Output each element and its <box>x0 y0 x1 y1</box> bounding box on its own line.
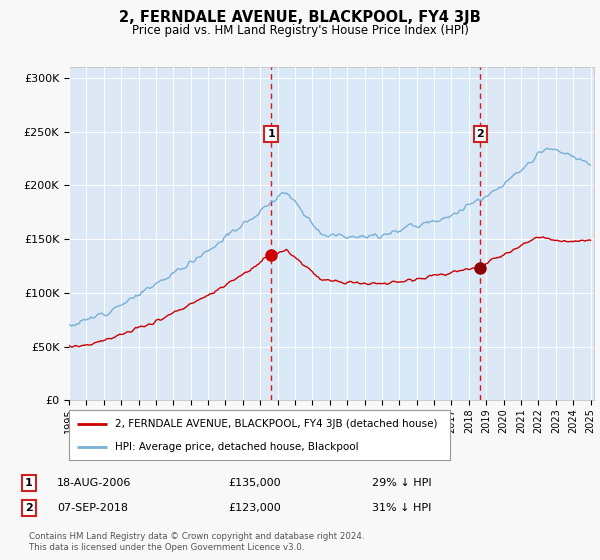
Text: 2, FERNDALE AVENUE, BLACKPOOL, FY4 3JB (detached house): 2, FERNDALE AVENUE, BLACKPOOL, FY4 3JB (… <box>115 418 437 428</box>
Text: Price paid vs. HM Land Registry's House Price Index (HPI): Price paid vs. HM Land Registry's House … <box>131 24 469 36</box>
Text: 2: 2 <box>25 503 32 513</box>
Text: 1: 1 <box>267 129 275 139</box>
Text: £135,000: £135,000 <box>228 478 281 488</box>
Bar <box>271 67 481 400</box>
Text: HPI: Average price, detached house, Blackpool: HPI: Average price, detached house, Blac… <box>115 442 358 452</box>
Text: 2: 2 <box>476 129 484 139</box>
Text: 29% ↓ HPI: 29% ↓ HPI <box>372 478 431 488</box>
Text: 31% ↓ HPI: 31% ↓ HPI <box>372 503 431 513</box>
Text: 18-AUG-2006: 18-AUG-2006 <box>57 478 131 488</box>
Text: 1: 1 <box>25 478 32 488</box>
Text: Contains HM Land Registry data © Crown copyright and database right 2024.: Contains HM Land Registry data © Crown c… <box>29 532 364 541</box>
Text: £123,000: £123,000 <box>228 503 281 513</box>
Text: This data is licensed under the Open Government Licence v3.0.: This data is licensed under the Open Gov… <box>29 543 304 552</box>
Text: 07-SEP-2018: 07-SEP-2018 <box>57 503 128 513</box>
Text: 2, FERNDALE AVENUE, BLACKPOOL, FY4 3JB: 2, FERNDALE AVENUE, BLACKPOOL, FY4 3JB <box>119 10 481 25</box>
